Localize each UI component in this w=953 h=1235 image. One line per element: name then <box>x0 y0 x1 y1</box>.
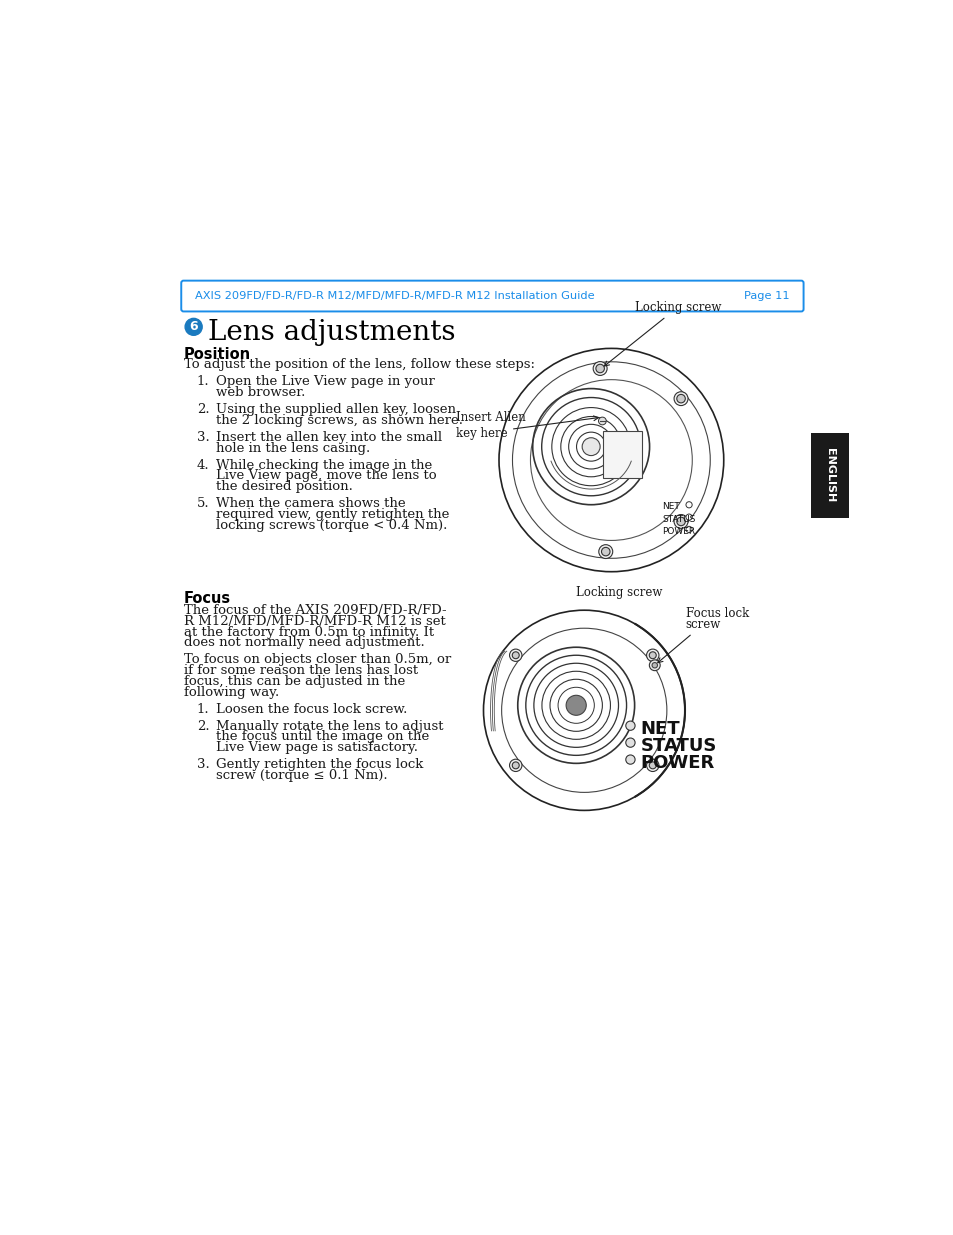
Circle shape <box>600 547 609 556</box>
Text: if for some reason the lens has lost: if for some reason the lens has lost <box>183 664 417 677</box>
Text: at the factory from 0.5m to infinity. It: at the factory from 0.5m to infinity. It <box>183 626 434 638</box>
Text: ENGLISH: ENGLISH <box>824 448 834 503</box>
Text: 5.: 5. <box>196 496 209 510</box>
Text: 3.: 3. <box>196 431 210 443</box>
Text: web browser.: web browser. <box>216 387 305 399</box>
Text: STATUS: STATUS <box>639 737 716 756</box>
Circle shape <box>674 391 687 405</box>
Circle shape <box>596 364 604 373</box>
Circle shape <box>512 652 518 658</box>
Text: key here: key here <box>456 416 598 440</box>
Bar <box>810 433 847 517</box>
Circle shape <box>649 762 656 769</box>
Circle shape <box>685 514 692 520</box>
Text: the 2 locking screws, as shown here.: the 2 locking screws, as shown here. <box>216 414 462 427</box>
Text: To focus on objects closer than 0.5m, or: To focus on objects closer than 0.5m, or <box>183 653 451 667</box>
Text: screw: screw <box>658 618 720 663</box>
Text: Insert Allen: Insert Allen <box>456 411 525 425</box>
Text: focus, this can be adjusted in the: focus, this can be adjusted in the <box>183 674 404 688</box>
Circle shape <box>185 319 202 336</box>
Text: 3.: 3. <box>196 758 210 771</box>
Text: STATUS: STATUS <box>661 515 695 524</box>
Circle shape <box>625 739 635 747</box>
Text: 2.: 2. <box>196 720 209 732</box>
Circle shape <box>649 659 659 671</box>
Text: When the camera shows the: When the camera shows the <box>216 496 405 510</box>
Text: Locking screw: Locking screw <box>576 585 661 599</box>
Text: POWER: POWER <box>639 755 714 772</box>
Text: 1.: 1. <box>196 375 209 388</box>
Text: NET: NET <box>639 720 679 739</box>
Text: Using the supplied allen key, loosen: Using the supplied allen key, loosen <box>216 403 456 416</box>
Text: the focus until the image on the: the focus until the image on the <box>216 730 429 743</box>
Text: hole in the lens casing.: hole in the lens casing. <box>216 442 370 454</box>
Circle shape <box>509 760 521 772</box>
Text: 6: 6 <box>189 320 198 333</box>
Text: 4.: 4. <box>196 458 209 472</box>
Circle shape <box>646 760 659 772</box>
Circle shape <box>625 721 635 730</box>
Text: Lens adjustments: Lens adjustments <box>208 319 456 346</box>
Text: Page 11: Page 11 <box>743 291 789 301</box>
Circle shape <box>625 755 635 764</box>
Circle shape <box>483 610 684 810</box>
FancyBboxPatch shape <box>181 280 802 311</box>
Text: Focus lock: Focus lock <box>685 606 748 620</box>
Text: the desired position.: the desired position. <box>216 480 353 493</box>
Text: Position: Position <box>183 347 251 362</box>
Text: 2.: 2. <box>196 403 209 416</box>
Text: To adjust the position of the lens, follow these steps:: To adjust the position of the lens, foll… <box>183 358 534 372</box>
Circle shape <box>649 652 656 658</box>
Text: Locking screw: Locking screw <box>604 301 720 366</box>
Circle shape <box>598 417 605 425</box>
Circle shape <box>593 362 606 375</box>
Text: Manually rotate the lens to adjust: Manually rotate the lens to adjust <box>216 720 443 732</box>
Circle shape <box>512 362 710 558</box>
Text: NET: NET <box>661 503 679 511</box>
Text: required view, gently retighten the: required view, gently retighten the <box>216 508 449 521</box>
Text: Live View page is satisfactory.: Live View page is satisfactory. <box>216 741 417 755</box>
Circle shape <box>509 650 521 662</box>
Bar <box>602 431 641 478</box>
Circle shape <box>676 394 684 403</box>
Text: 1.: 1. <box>196 703 209 715</box>
Text: Gently retighten the focus lock: Gently retighten the focus lock <box>216 758 423 771</box>
Text: R M12/MFD/MFD-R/MFD-R M12 is set: R M12/MFD/MFD-R/MFD-R M12 is set <box>183 615 445 627</box>
Text: following way.: following way. <box>183 685 278 699</box>
Circle shape <box>676 517 684 526</box>
Text: Open the Live View page in your: Open the Live View page in your <box>216 375 435 388</box>
Text: locking screws (torque < 0.4 Nm).: locking screws (torque < 0.4 Nm). <box>216 519 447 531</box>
Circle shape <box>565 695 586 715</box>
Text: The focus of the AXIS 209FD/FD-R/FD-: The focus of the AXIS 209FD/FD-R/FD- <box>183 604 446 618</box>
Circle shape <box>685 526 692 532</box>
Circle shape <box>646 650 659 662</box>
Text: While checking the image in the: While checking the image in the <box>216 458 432 472</box>
Text: does not normally need adjustment.: does not normally need adjustment. <box>183 636 424 650</box>
Text: Loosen the focus lock screw.: Loosen the focus lock screw. <box>216 703 407 715</box>
Circle shape <box>498 348 723 572</box>
Circle shape <box>501 629 666 793</box>
Circle shape <box>598 545 612 558</box>
Text: Live View page, move the lens to: Live View page, move the lens to <box>216 469 436 483</box>
Text: AXIS 209FD/FD-R/FD-R M12/MFD/MFD-R/MFD-R M12 Installation Guide: AXIS 209FD/FD-R/FD-R M12/MFD/MFD-R/MFD-R… <box>195 291 595 301</box>
Text: Insert the allen key into the small: Insert the allen key into the small <box>216 431 442 443</box>
Circle shape <box>530 379 692 541</box>
Circle shape <box>512 762 518 769</box>
Text: POWER: POWER <box>661 527 695 536</box>
Circle shape <box>652 662 657 668</box>
Text: Focus: Focus <box>183 592 231 606</box>
Text: screw (torque ≤ 0.1 Nm).: screw (torque ≤ 0.1 Nm). <box>216 769 387 782</box>
Circle shape <box>581 437 599 456</box>
Circle shape <box>674 515 687 529</box>
Circle shape <box>685 501 692 508</box>
